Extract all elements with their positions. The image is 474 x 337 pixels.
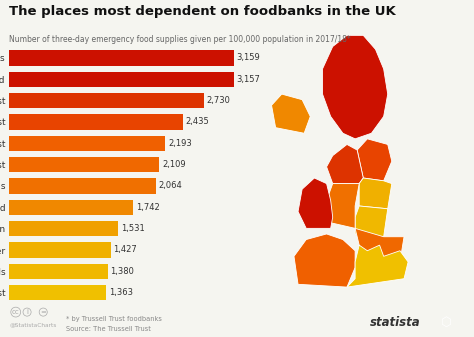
Bar bbox=[9, 71, 234, 87]
Polygon shape bbox=[355, 228, 404, 262]
Text: i: i bbox=[26, 309, 28, 315]
Bar bbox=[9, 178, 156, 193]
Bar bbox=[9, 242, 111, 257]
Text: 3,157: 3,157 bbox=[237, 75, 260, 84]
Bar bbox=[9, 200, 133, 215]
Text: 1,427: 1,427 bbox=[113, 245, 137, 254]
Polygon shape bbox=[298, 178, 333, 228]
Text: cc: cc bbox=[12, 309, 19, 315]
Polygon shape bbox=[327, 145, 363, 184]
Polygon shape bbox=[272, 94, 310, 133]
Polygon shape bbox=[363, 256, 388, 270]
Polygon shape bbox=[327, 184, 359, 228]
Bar bbox=[9, 157, 159, 172]
Polygon shape bbox=[347, 245, 408, 287]
Bar bbox=[9, 264, 108, 279]
Bar bbox=[9, 221, 119, 236]
Text: 1,531: 1,531 bbox=[121, 224, 145, 233]
Text: 2,109: 2,109 bbox=[162, 160, 185, 169]
Text: 1,363: 1,363 bbox=[109, 288, 133, 297]
Text: 3,159: 3,159 bbox=[237, 53, 260, 62]
Polygon shape bbox=[355, 206, 388, 237]
Text: =: = bbox=[40, 309, 46, 315]
Text: @StatistaCharts: @StatistaCharts bbox=[9, 322, 57, 327]
Bar bbox=[9, 135, 165, 151]
Bar bbox=[9, 93, 203, 108]
Text: 2,435: 2,435 bbox=[185, 117, 209, 126]
Polygon shape bbox=[322, 35, 388, 139]
Text: 2,064: 2,064 bbox=[159, 181, 182, 190]
Polygon shape bbox=[359, 178, 392, 209]
Bar bbox=[9, 285, 106, 300]
Text: Source: The Trussell Trust: Source: The Trussell Trust bbox=[66, 326, 151, 332]
Bar bbox=[9, 114, 182, 129]
Text: 2,730: 2,730 bbox=[206, 96, 230, 105]
Polygon shape bbox=[294, 234, 355, 287]
Text: Number of three-day emergency food supplies given per 100,000 population in 2017: Number of three-day emergency food suppl… bbox=[9, 35, 351, 44]
Text: statista: statista bbox=[370, 315, 420, 329]
Text: The places most dependent on foodbanks in the UK: The places most dependent on foodbanks i… bbox=[9, 5, 396, 18]
Text: ⬡: ⬡ bbox=[440, 315, 451, 328]
Text: * by Trussell Trust foodbanks: * by Trussell Trust foodbanks bbox=[66, 316, 162, 322]
Polygon shape bbox=[357, 139, 392, 181]
Bar bbox=[9, 50, 234, 65]
Text: 2,193: 2,193 bbox=[168, 139, 191, 148]
Text: 1,380: 1,380 bbox=[110, 267, 134, 276]
Text: 1,742: 1,742 bbox=[136, 203, 160, 212]
